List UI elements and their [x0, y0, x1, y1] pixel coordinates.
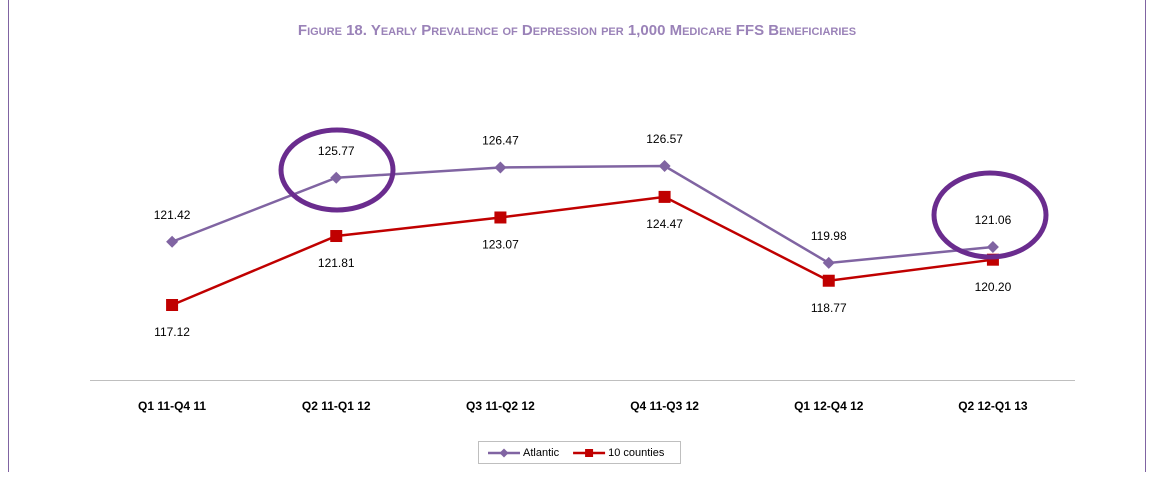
data-label: 126.47: [482, 134, 519, 148]
legend-marker: [499, 448, 509, 458]
x-tick-label: Q2 12-Q1 13: [958, 399, 1028, 413]
data-label: 124.47: [646, 217, 683, 231]
x-tick-label: Q2 11-Q1 12: [302, 399, 371, 413]
x-tick-label: Q3 11-Q2 12: [466, 399, 535, 413]
data-label: 120.20: [975, 280, 1012, 294]
data-label: 121.06: [975, 213, 1012, 227]
marker: [822, 274, 835, 287]
series-line: [171, 164, 994, 265]
highlight-circle: [931, 170, 1049, 260]
data-label: 121.42: [154, 208, 191, 222]
marker: [330, 230, 343, 243]
series-line: [171, 195, 994, 307]
legend-marker: [585, 449, 594, 457]
data-label: 121.81: [318, 256, 355, 270]
marker: [166, 299, 179, 311]
marker: [986, 241, 999, 254]
marker: [494, 161, 507, 174]
data-label: 123.07: [482, 238, 519, 252]
marker: [494, 211, 507, 224]
marker: [330, 171, 343, 184]
data-label: 118.77: [811, 301, 847, 315]
data-label: 126.57: [646, 132, 683, 146]
x-tick-label: Q4 11-Q3 12: [630, 399, 699, 413]
highlight-circle: [278, 127, 396, 213]
x-tick-label: Q1 12-Q4 12: [794, 399, 864, 413]
marker: [658, 160, 671, 172]
marker: [822, 256, 835, 269]
data-label: 117.12: [154, 325, 190, 339]
chart-title: Figure 18. Yearly Prevalence of Depressi…: [298, 22, 856, 39]
legend-label: 10 counties: [608, 447, 665, 459]
marker: [658, 190, 671, 203]
data-label: 125.77: [318, 144, 355, 158]
legend: Atlantic 10 counties: [488, 447, 665, 459]
marker: [166, 235, 179, 248]
plot: Q1 11-Q4 11 Q2 11-Q1 12 Q3 11-Q2 12 Q4 11-Q…: [138, 132, 1028, 413]
data-label: 119.98: [811, 229, 847, 243]
x-tick-label: Q1 11-Q4 11: [138, 399, 206, 413]
legend-label: Atlantic: [523, 447, 560, 459]
